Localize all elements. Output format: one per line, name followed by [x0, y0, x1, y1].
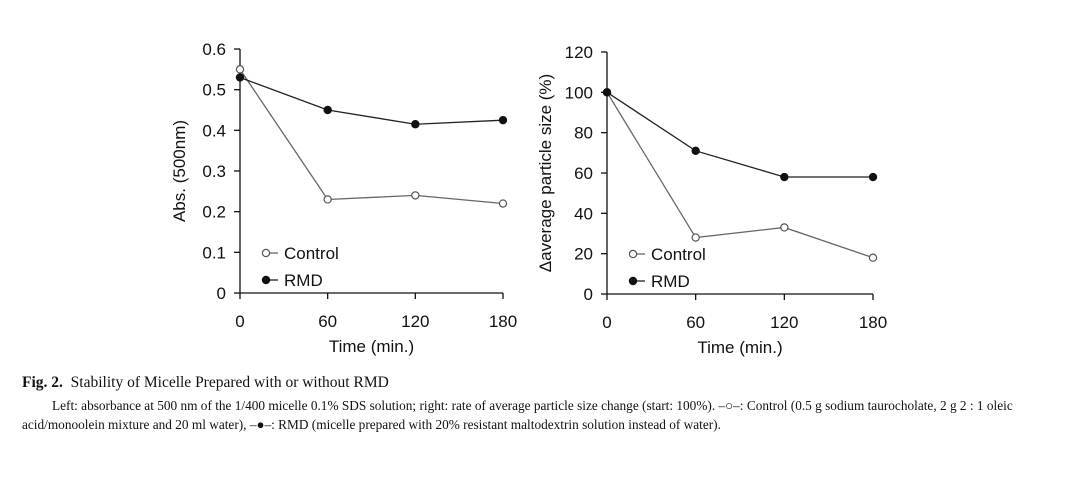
- y-tick-label: 20: [574, 245, 593, 264]
- particle-size-chart: 0 20 40 60 80 100 120 0 60 120 180 Time (min.) Δaver…: [536, 43, 887, 357]
- series-line-control: [606, 91, 874, 259]
- caption-title: Stability of Micelle Prepared with or wi…: [70, 374, 389, 391]
- absorbance-chart: 0 0.1 0.2 0.3 0.4 0.5 0.6 0 60 120 180 Time (min.) A…: [170, 40, 517, 356]
- legend-label-rmd: RMD: [284, 271, 323, 290]
- series-line-rmd: [606, 91, 873, 178]
- y-tick-label: 0.2: [202, 203, 226, 222]
- y-tick-label: 0.3: [202, 162, 226, 181]
- x-tick-label: 180: [489, 312, 517, 331]
- y-tick-label: 0.5: [202, 81, 226, 100]
- y-tick-label: 100: [565, 83, 593, 102]
- legend-marker: [261, 248, 271, 258]
- y-tick-label: 120: [565, 43, 593, 62]
- data-point-control: [235, 65, 245, 74]
- x-tick-label: 180: [859, 313, 887, 332]
- data-point-control: [498, 199, 508, 208]
- caption-title-line: Fig. 2. Stability of Micelle Prepared wi…: [22, 374, 1062, 392]
- x-tick-label: 60: [686, 313, 705, 332]
- x-axis-title: Time (min.): [329, 337, 414, 356]
- y-axis-title: Δaverage particle size (%): [536, 74, 555, 272]
- data-point-control: [323, 195, 332, 204]
- legend-label-rmd: RMD: [651, 272, 690, 291]
- data-point-rmd: [868, 172, 878, 182]
- data-point-control: [780, 223, 789, 232]
- y-tick-label: 0.1: [202, 243, 226, 262]
- y-tick-label: 60: [574, 164, 593, 183]
- data-point-rmd: [498, 115, 508, 125]
- data-point-rmd: [323, 105, 332, 115]
- y-tick-label: 80: [574, 124, 593, 143]
- legend-label-control: Control: [284, 244, 339, 263]
- x-tick-label: 0: [602, 313, 611, 332]
- x-tick-label: 0: [235, 312, 244, 331]
- y-tick-label: 0.4: [202, 121, 226, 140]
- x-tick-label: 60: [318, 312, 337, 331]
- data-point-control: [691, 233, 700, 242]
- data-point-rmd: [780, 172, 789, 182]
- data-point-rmd: [411, 120, 420, 129]
- series-line-rmd: [239, 76, 504, 125]
- y-tick-label: 0: [217, 284, 226, 303]
- x-axis-title: Time (min.): [697, 338, 782, 357]
- x-tick-label: 120: [401, 312, 429, 331]
- legend-marker: [628, 276, 638, 286]
- y-tick-label: 0: [584, 285, 593, 304]
- y-tick-label: 40: [574, 204, 593, 223]
- series-line-control: [239, 68, 504, 205]
- legend-label-control: Control: [651, 245, 706, 264]
- y-tick-label: 0.6: [202, 40, 226, 59]
- data-point-control: [868, 253, 878, 262]
- caption-body: Left: absorbance at 500 nm of the 1/400 …: [22, 398, 1013, 432]
- legend-marker: [628, 249, 638, 259]
- caption-label: Fig. 2.: [22, 374, 63, 391]
- x-tick-label: 120: [770, 313, 798, 332]
- legend-marker: [261, 275, 271, 285]
- data-point-rmd: [235, 73, 245, 82]
- figure-caption: Fig. 2. Stability of Micelle Prepared wi…: [22, 374, 1062, 434]
- y-axis-title: Abs. (500nm): [170, 120, 189, 222]
- data-point-control: [411, 191, 420, 200]
- data-point-rmd: [691, 146, 700, 156]
- data-point-rmd: [602, 88, 612, 97]
